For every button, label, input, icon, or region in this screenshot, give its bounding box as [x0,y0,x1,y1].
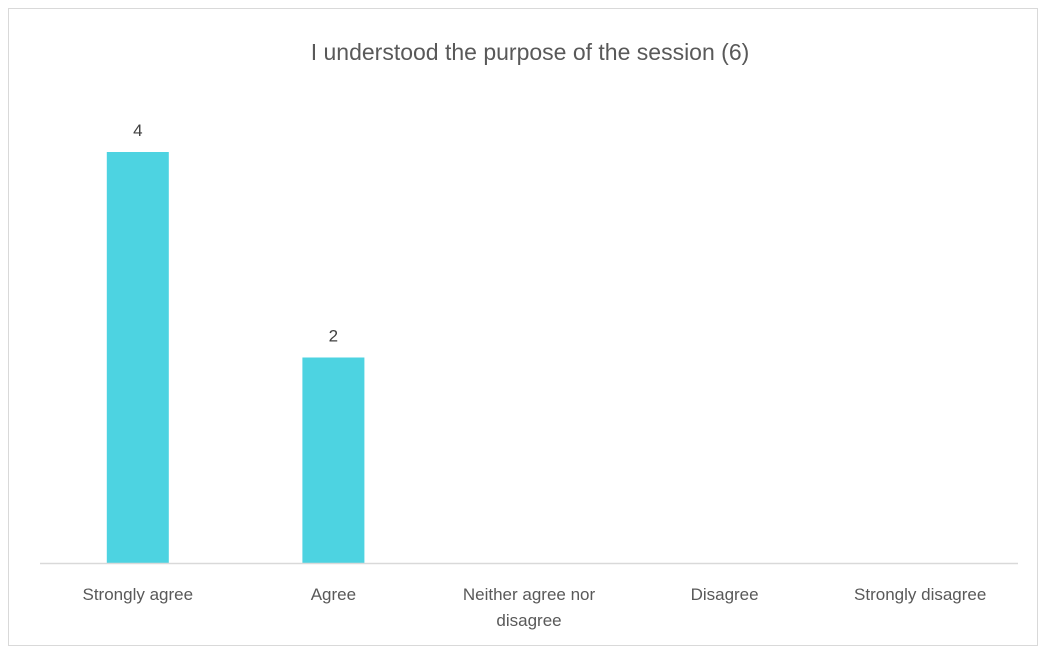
bar-1 [302,357,365,563]
category-label-3: Disagree [691,585,759,604]
data-label-0: 4 [133,121,142,140]
category-label-2: Neither agree nor disagree [463,585,596,630]
bars-group [106,152,365,563]
bar-0 [106,152,169,563]
data-labels-group: 42 [133,121,338,346]
category-label-1: Agree [311,585,356,604]
chart-frame [8,8,1038,646]
category-label-0: Strongly agree [83,585,194,604]
category-labels-group: Strongly agree Agree Neither agree nor disa… [83,585,987,630]
category-label-4: Strongly disagree [854,585,986,604]
data-label-1: 2 [329,327,338,346]
chart-title: I understood the purpose of the session … [311,39,750,65]
